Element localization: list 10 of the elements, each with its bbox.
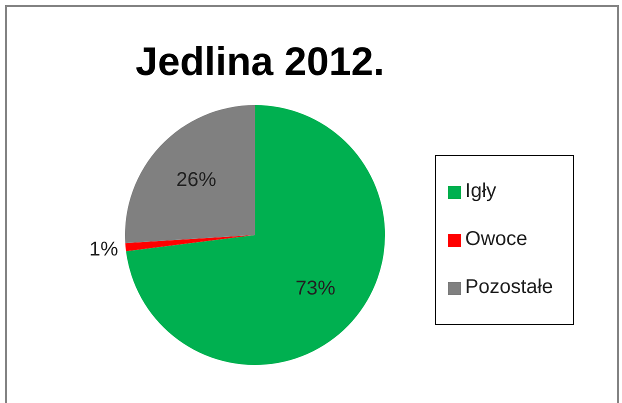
data-label: 73% [295, 277, 336, 300]
legend-label: Pozostałe [465, 276, 553, 298]
pie-slice [125, 105, 255, 244]
chart-title: Jedlina 2012. [134, 40, 386, 85]
pie-slice [125, 235, 255, 252]
data-label: 1% [89, 238, 118, 260]
legend-label: Owoce [465, 228, 528, 250]
data-label: 26% [176, 168, 216, 191]
pie-slice [126, 105, 385, 365]
legend-label: Igły [465, 180, 496, 202]
